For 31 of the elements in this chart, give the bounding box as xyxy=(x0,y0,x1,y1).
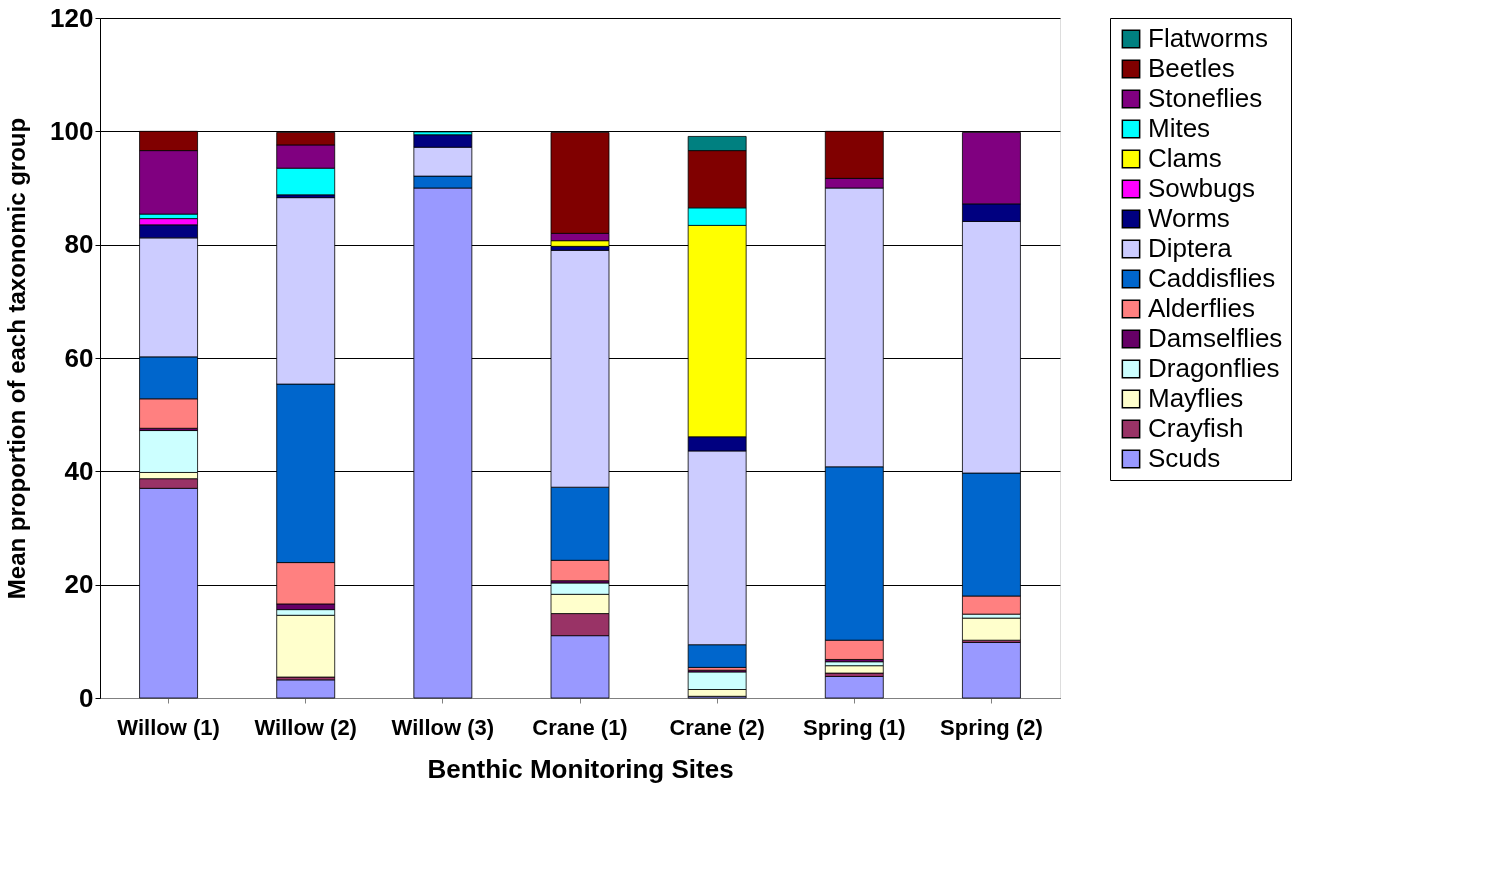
y-tick-label: 40 xyxy=(64,455,94,486)
x-tick-label: Spring (1) xyxy=(802,714,906,740)
legend-label: Crayfish xyxy=(1148,413,1244,443)
legend-label: Worms xyxy=(1148,203,1230,233)
x-tick-label: Willow (2) xyxy=(254,714,357,740)
legend-label: Scuds xyxy=(1148,443,1221,473)
legend-label: Beetles xyxy=(1148,53,1235,83)
legend-label: Sowbugs xyxy=(1148,173,1255,203)
legend-label: Caddisflies xyxy=(1148,263,1276,293)
x-tick-label: Willow (1) xyxy=(117,714,220,740)
legend-label: Diptera xyxy=(1148,233,1233,263)
y-tick-label: 20 xyxy=(64,569,94,600)
legend-label: Stoneflies xyxy=(1148,83,1263,113)
y-tick-label: 80 xyxy=(64,229,94,260)
legend-label: Flatworms xyxy=(1148,23,1268,53)
y-tick-label: 60 xyxy=(64,342,94,373)
legend-label: Alderflies xyxy=(1148,293,1255,323)
y-tick-label: 100 xyxy=(50,115,94,146)
legend-label: Damselflies xyxy=(1148,323,1283,353)
y-axis-title: Mean proportion of each taxonomic group xyxy=(3,117,31,600)
y-tick-label: 120 xyxy=(50,2,94,33)
legend-label: Mites xyxy=(1148,113,1211,143)
legend-label: Clams xyxy=(1148,143,1222,173)
legend-label: Dragonflies xyxy=(1148,353,1280,383)
legend-label: Mayflies xyxy=(1148,383,1244,413)
x-tick-label: Crane (2) xyxy=(669,714,765,740)
x-tick-label: Willow (3) xyxy=(391,714,495,740)
x-axis-title: Benthic Monitoring Sites xyxy=(427,753,734,784)
x-tick-label: Spring (2) xyxy=(940,714,1043,740)
y-tick-label: 0 xyxy=(79,682,94,713)
x-tick-label: Crane (1) xyxy=(532,714,628,740)
